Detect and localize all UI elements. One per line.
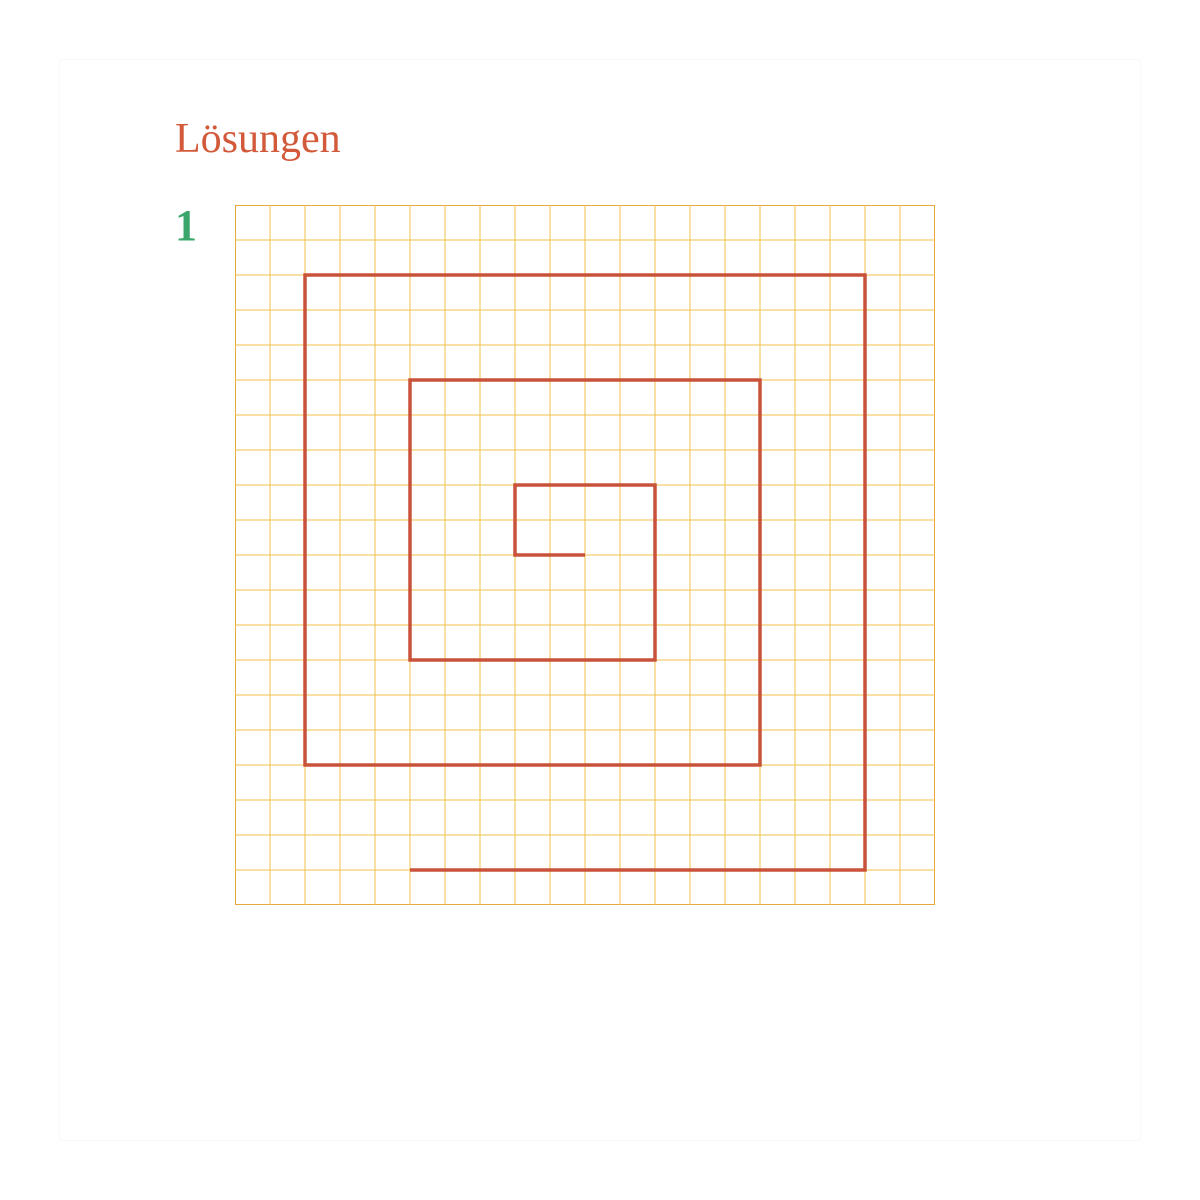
exercise-number: 1 [175,200,197,251]
grid-diagram [235,205,935,905]
page-container: Lösungen 1 [60,60,1140,1140]
page-title: Lösungen [175,115,341,163]
